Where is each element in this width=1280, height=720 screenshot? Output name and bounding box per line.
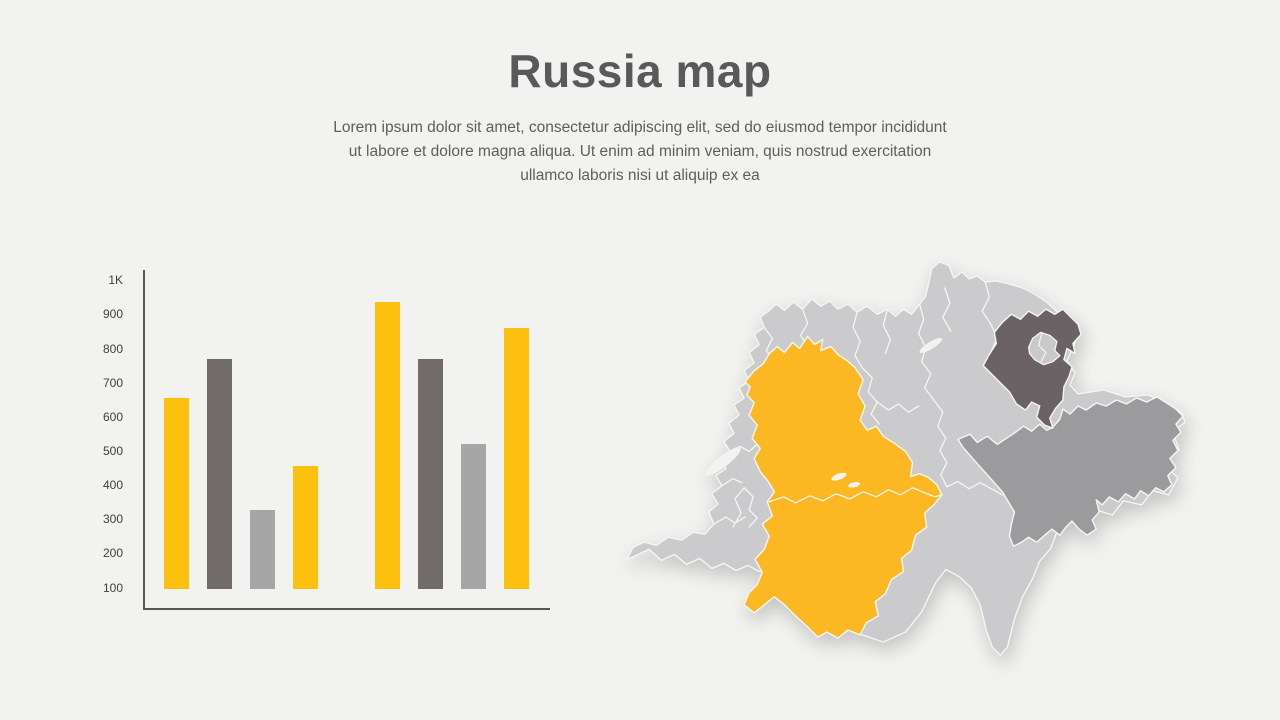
bar-group-1-yellow-b <box>293 466 318 589</box>
y-tick-label: 300 <box>102 512 123 527</box>
y-tick-label: 200 <box>102 546 123 561</box>
map-enclave-region <box>1027 331 1061 366</box>
subtitle-text: Lorem ipsum dolor sit amet, consectetur … <box>333 119 947 184</box>
bar-plot-area <box>143 270 550 610</box>
bar-group-2-light-gray <box>461 443 486 589</box>
map-region-southeast[interactable] <box>957 396 1184 547</box>
bar-group-1-yellow-a <box>164 397 189 589</box>
map-region-northeast[interactable] <box>982 308 1082 429</box>
small-lake-1 <box>831 472 847 481</box>
bar-chart: 1K 900 800 700 600 500 400 300 200 100 <box>95 270 550 610</box>
y-tick-label: 100 <box>102 580 123 595</box>
y-tick-label: 500 <box>102 443 123 458</box>
bar-group-2-yellow-b <box>504 327 529 589</box>
y-tick-label: 700 <box>102 375 123 390</box>
yellow-region-inner-border <box>768 487 943 504</box>
page-title: Russia map <box>508 45 772 97</box>
y-tick-label: 1K <box>108 273 123 288</box>
y-tick-label: 800 <box>102 341 123 356</box>
lake-shapes <box>705 337 943 476</box>
bar-group-2-yellow-a <box>375 302 400 589</box>
y-tick-label: 900 <box>102 307 123 322</box>
enclave-divider-line <box>1038 332 1047 364</box>
bar-group-2-dark-gray <box>418 358 443 589</box>
bar-group-1-dark-gray <box>207 358 232 589</box>
y-tick-label: 400 <box>102 478 123 493</box>
y-tick-label: 600 <box>102 409 123 424</box>
map-region-west-central[interactable] <box>743 335 943 639</box>
regions-map <box>622 252 1187 667</box>
bar-group-1-light-gray <box>250 510 275 589</box>
small-lake-2 <box>848 481 860 488</box>
y-axis-labels: 1K 900 800 700 600 500 400 300 200 100 <box>95 270 123 608</box>
